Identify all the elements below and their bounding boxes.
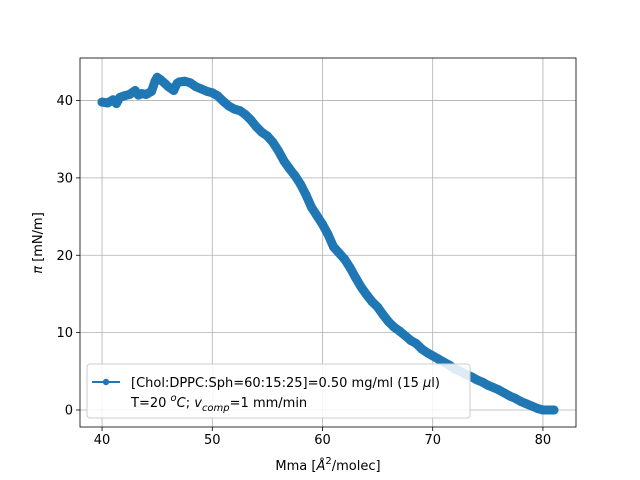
series-isotherm <box>97 72 559 415</box>
data-point <box>312 211 322 221</box>
data-point <box>378 310 388 320</box>
y-tick-label: 30 <box>56 171 73 186</box>
legend-box <box>86 363 471 419</box>
data-point <box>284 164 294 174</box>
data-point <box>213 91 223 101</box>
data-point <box>345 263 355 273</box>
data-point <box>279 156 289 166</box>
data-point <box>240 110 250 119</box>
data-point <box>169 86 179 95</box>
y-tick-label: 20 <box>56 249 73 264</box>
data-point <box>318 219 327 229</box>
data-point <box>351 273 361 283</box>
data-point <box>273 146 283 156</box>
legend: [Chol:DPPC:Sph=60:15:25]=0.50 mg/ml (15 … <box>86 363 471 419</box>
data-point <box>262 131 272 141</box>
legend-entry-line-2: T=20 oC; vcomp=1 mm/min <box>130 393 307 414</box>
x-tick-label: 40 <box>94 433 111 448</box>
data-point <box>307 202 316 212</box>
legend-entry-line-1: [Chol:DPPC:Sph=60:15:25]=0.50 mg/ml (15 … <box>131 376 440 391</box>
x-tick-label: 60 <box>314 433 331 448</box>
data-point <box>290 171 300 181</box>
data-point <box>384 317 394 327</box>
plot-frame <box>79 57 577 428</box>
data-point <box>373 302 383 312</box>
data-point <box>340 254 349 264</box>
x-tick-label: 50 <box>204 433 221 448</box>
x-axis-label: Mma [Å2/molec] <box>275 456 380 474</box>
data-point <box>323 229 333 239</box>
data-point <box>268 137 278 147</box>
axis-ticks: 40 50 60 70 80 0 10 20 30 40 <box>56 94 551 448</box>
y-tick-label: 40 <box>56 94 73 109</box>
y-axis-label: π [mN/m] <box>31 212 46 274</box>
series-line <box>97 72 559 415</box>
data-point <box>334 248 344 258</box>
data-point <box>549 405 559 415</box>
data-point <box>367 297 377 307</box>
x-tick-label: 80 <box>535 433 552 448</box>
data-point <box>329 242 338 252</box>
data-point <box>147 86 157 96</box>
data-point <box>251 122 261 132</box>
data-point <box>362 290 372 300</box>
y-tick-label: 10 <box>56 326 73 341</box>
data-point <box>295 179 305 189</box>
data-point <box>301 190 311 200</box>
data-point <box>356 282 366 292</box>
x-tick-label: 70 <box>424 433 441 448</box>
y-tick-label: 0 <box>65 403 73 418</box>
data-point <box>411 339 421 348</box>
data-point <box>246 115 256 125</box>
legend-point-marker <box>102 378 110 386</box>
